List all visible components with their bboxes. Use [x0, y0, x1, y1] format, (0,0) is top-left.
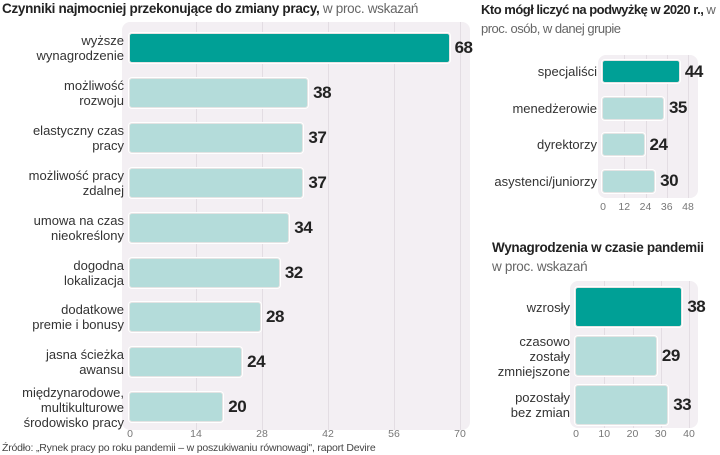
- bar: [602, 96, 664, 120]
- category-label: czasowo zostały zmniejszone: [497, 333, 570, 379]
- value-label: 38: [313, 82, 332, 102]
- axis-tick-label: 36: [660, 201, 673, 213]
- value-label: 24: [649, 134, 668, 154]
- category-label: pozostały bez zmian: [510, 390, 570, 420]
- chart1-title: Czynniki najmocniej przekonujące do zmia…: [2, 1, 419, 16]
- value-label: 38: [687, 297, 706, 316]
- axis-tick-label: 12: [618, 201, 631, 213]
- gridline: [660, 281, 662, 428]
- axis-tick-label: 42: [322, 428, 334, 440]
- axis-tick-label: 14: [190, 428, 202, 440]
- bar: [575, 336, 657, 376]
- bar: [129, 167, 304, 198]
- value-label: 37: [308, 172, 327, 192]
- bar: [602, 133, 645, 156]
- axis-tick-label: 30: [654, 428, 667, 440]
- category-label: wzrosły: [526, 299, 570, 315]
- axis-tick-label: 70: [454, 428, 466, 440]
- axis-tick-label: 48: [682, 201, 694, 213]
- axis-tick-label: 24: [639, 201, 652, 213]
- bar: [575, 287, 683, 327]
- chart2-title: Kto mógł liczyć na podwyżkę w 2020 r., w…: [481, 2, 716, 36]
- value-label: 35: [668, 98, 687, 117]
- category-label: dogodna lokalizacja: [64, 257, 124, 288]
- axis-tick-label: 20: [626, 428, 639, 440]
- bar: [129, 302, 261, 333]
- bar: [129, 212, 290, 243]
- bar: [129, 33, 450, 63]
- axis-tick-label: 56: [388, 428, 400, 440]
- value-label: 29: [661, 346, 680, 365]
- category-label: umowa na czas nieokreślony: [33, 212, 124, 243]
- axis-tick-label: 0: [573, 428, 579, 440]
- gridline: [666, 55, 668, 198]
- category-label: możliwość pracy zdalnej: [28, 167, 124, 198]
- category-label: wyższe wynagrodzenie: [36, 33, 124, 63]
- category-label: międzynarodowe, multikulturowe środowisk…: [22, 384, 124, 430]
- category-label: dodatkowe premie i bonusy: [32, 302, 124, 333]
- value-label: 28: [266, 307, 284, 327]
- source-note: Źródło: „Rynek pracy po roku pandemii – …: [2, 442, 376, 454]
- category-label: asystenci/juniorzy: [494, 173, 597, 189]
- category-label: menedżerowie: [512, 100, 597, 116]
- axis-tick-label: 10: [598, 428, 611, 440]
- bar: [129, 77, 309, 108]
- axis-tick-label: 28: [256, 428, 268, 440]
- chart3-title: Wynagrodzenia w czasie pandemii w proc. w…: [492, 240, 704, 274]
- value-label: 24: [247, 352, 266, 372]
- value-label: 44: [684, 61, 703, 81]
- bar: [575, 385, 669, 425]
- gridline: [645, 55, 647, 198]
- bar: [602, 169, 656, 193]
- category-label: możliwość rozwoju: [64, 77, 124, 108]
- gridline: [460, 22, 461, 430]
- value-label: 34: [294, 217, 313, 237]
- category-label: elastyczny czas pracy: [32, 122, 124, 153]
- bar: [129, 347, 243, 378]
- gridline: [394, 22, 395, 430]
- value-label: 68: [454, 38, 473, 57]
- bar: [602, 60, 680, 83]
- axis-tick-label: 0: [600, 201, 606, 213]
- category-label: dyrektorzy: [537, 137, 597, 152]
- bar: [129, 257, 280, 288]
- bar: [129, 122, 304, 153]
- gridline: [688, 55, 689, 198]
- value-label: 37: [308, 127, 327, 147]
- gridline: [689, 281, 690, 428]
- bar: [129, 392, 224, 423]
- axis-tick-label: 0: [127, 428, 133, 440]
- gridline: [328, 22, 329, 430]
- value-label: 20: [228, 397, 247, 417]
- category-label: jasna ścieżka awansu: [45, 347, 124, 378]
- axis-tick-label: 40: [683, 428, 695, 440]
- value-label: 32: [284, 262, 303, 282]
- gridline: [624, 55, 626, 198]
- value-label: 30: [660, 171, 679, 190]
- category-label: specjaliści: [537, 64, 597, 79]
- value-label: 33: [673, 395, 692, 414]
